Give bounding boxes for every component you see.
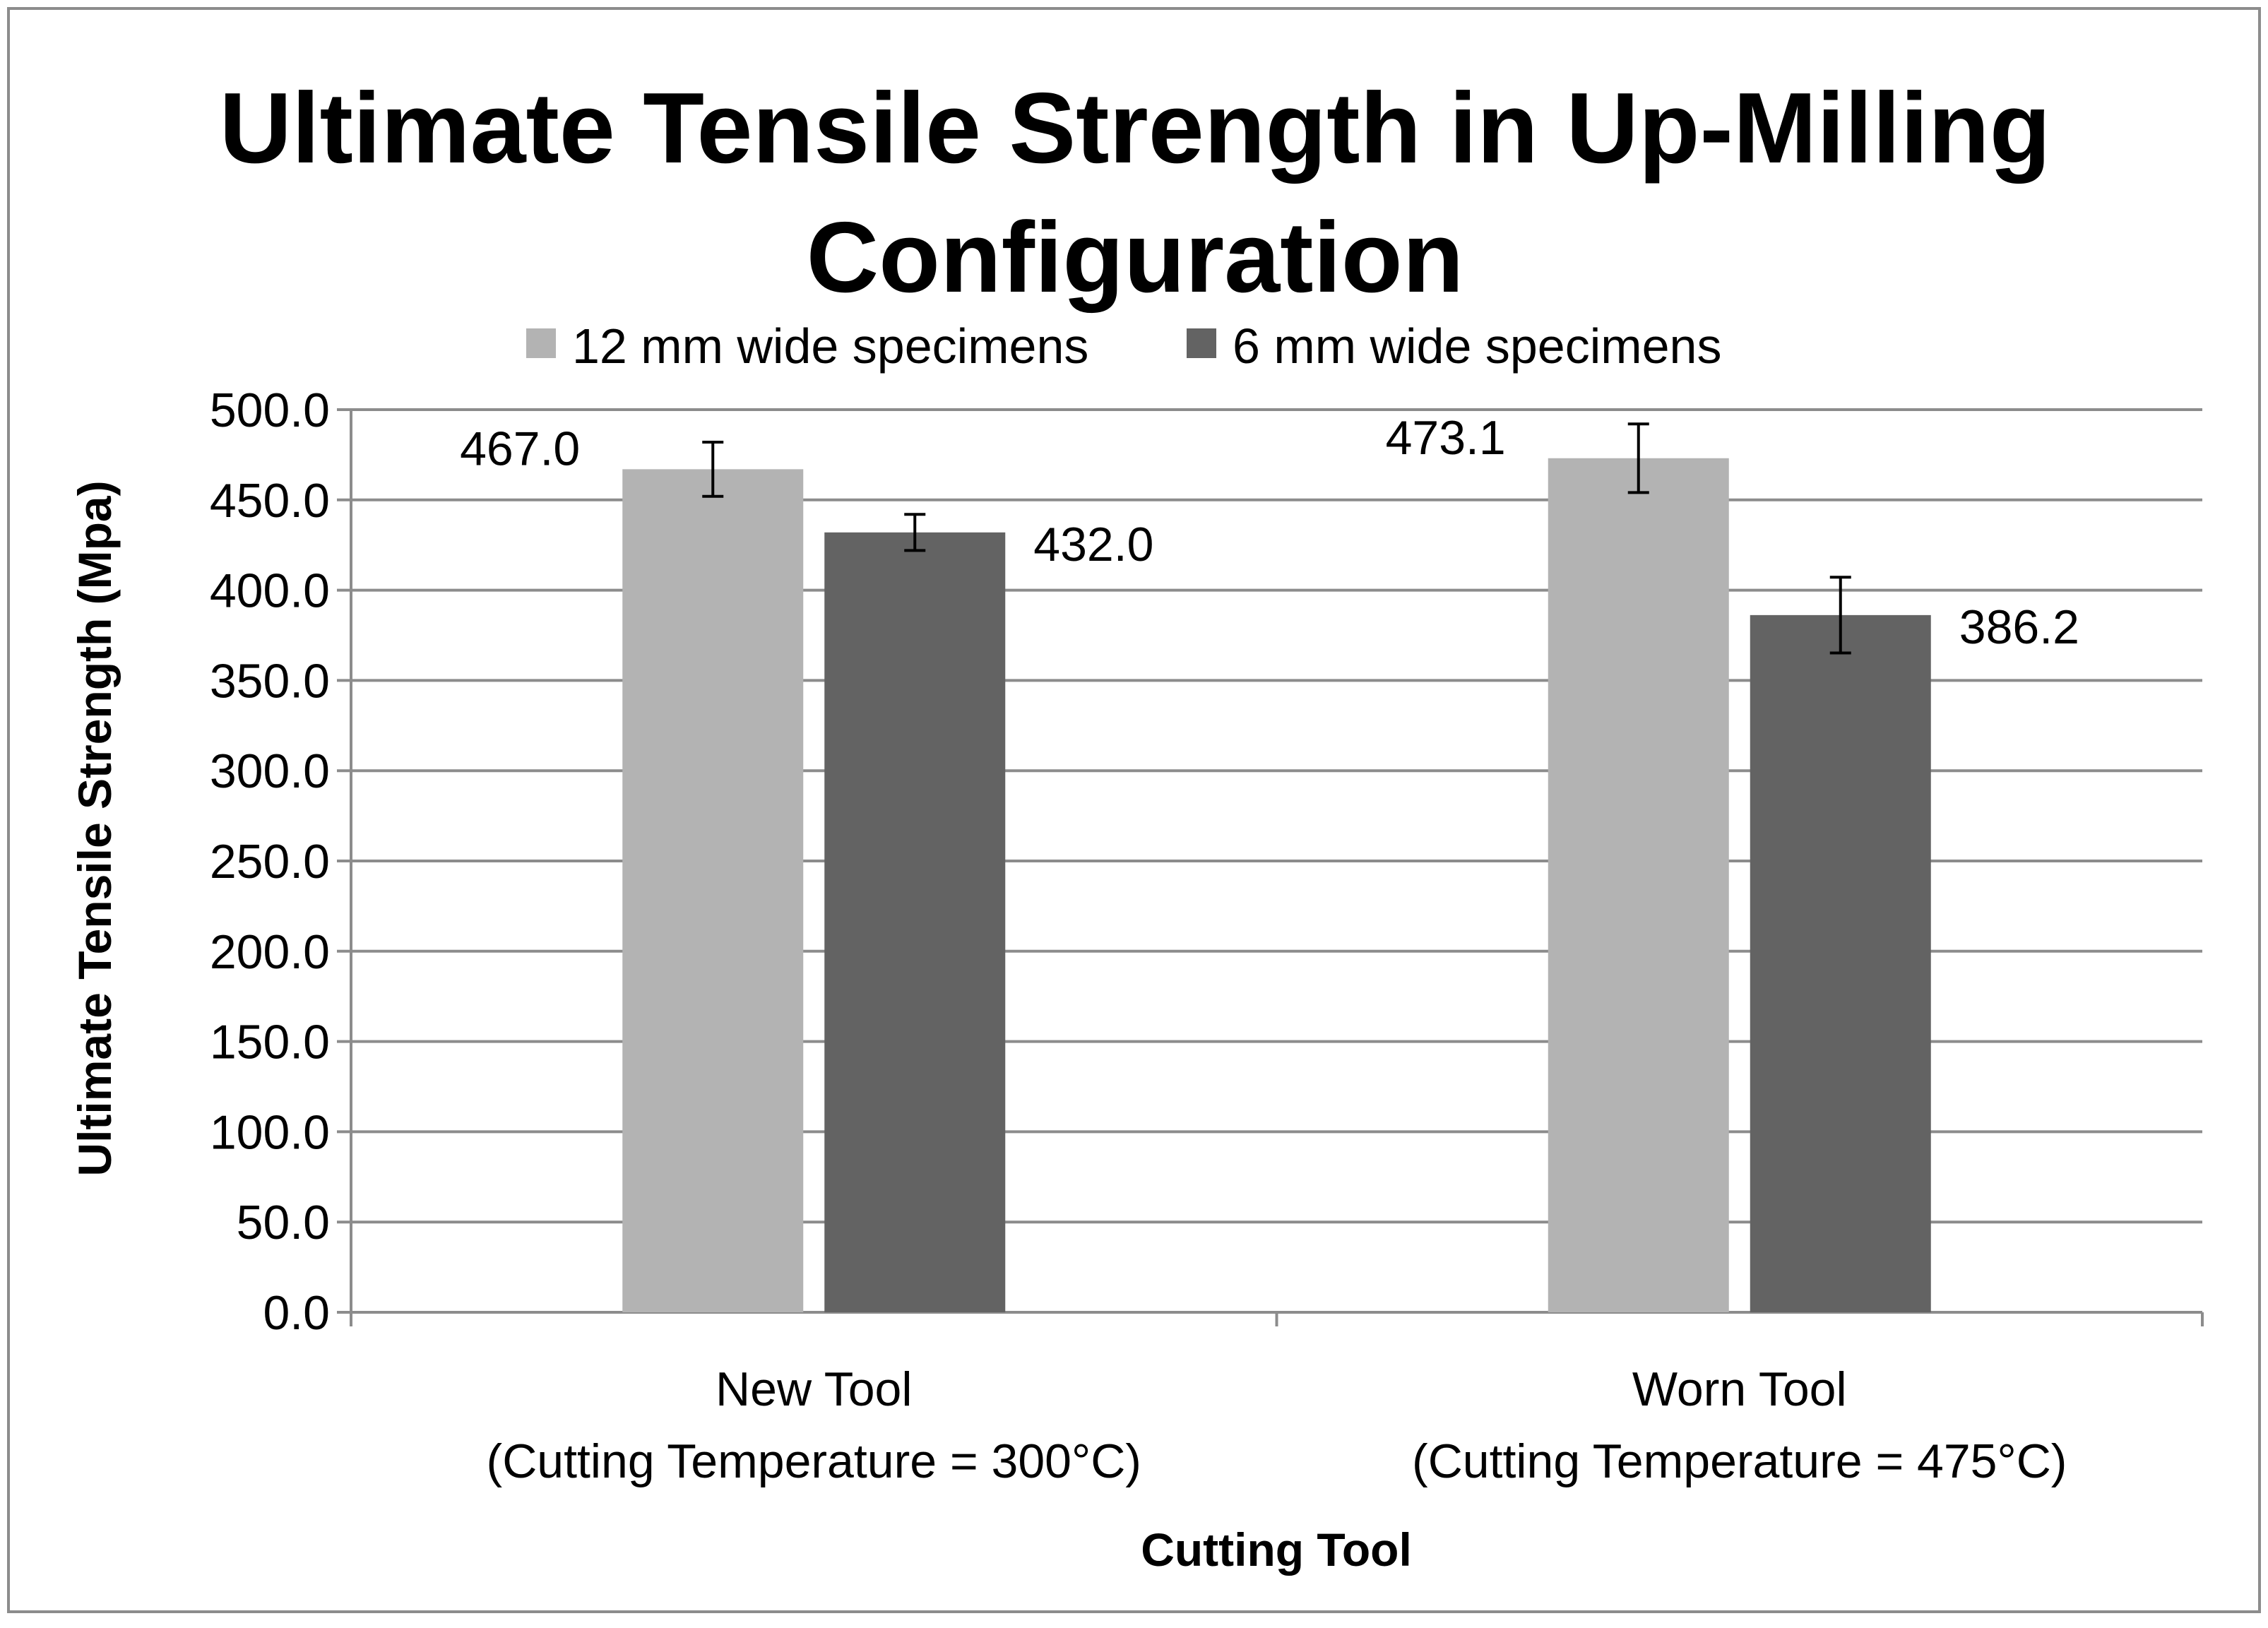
y-tick-label: 100.0 [210,1105,330,1159]
error-bar [702,441,724,498]
y-tick-label: 200.0 [210,925,330,979]
y-tick-label: 50.0 [237,1196,330,1249]
x-category-label: New Tool [716,1362,912,1416]
legend: 12 mm wide specimens 6 mm wide specimens [526,319,1721,374]
bar-12mm-new-tool [622,469,804,1312]
error-bar [1627,422,1649,494]
y-tick-label: 150.0 [210,1016,330,1069]
chart-title-line-1: Ultimate Tensile Strength in Up-Milling [220,72,2051,184]
chart-title-line-2: Configuration [807,201,1464,314]
y-axis-title: Ultimate Tensile Strength (Mpa) [69,480,121,1176]
data-label: 473.1 [1386,411,1506,465]
y-tick-label: 300.0 [210,744,330,798]
y-tick-labels: 0.0 50.0 100.0 150.0 200.0 250.0 300.0 350.0 400… [210,384,330,1340]
bar-12mm-worn-tool [1548,458,1729,1313]
legend-label-12mm: 12 mm wide specimens [572,319,1088,374]
y-tick-label: 500.0 [210,384,330,437]
y-tick-label: 350.0 [210,654,330,708]
legend-swatch-6mm [1187,328,1216,358]
legend-label-6mm: 6 mm wide specimens [1233,319,1721,374]
y-tick-label: 450.0 [210,474,330,528]
x-category-label: (Cutting Temperature = 300°C) [487,1434,1141,1488]
y-tick-label: 250.0 [210,835,330,889]
data-label: 467.0 [460,422,580,475]
error-bar [904,513,926,552]
data-label: 432.0 [1033,518,1153,571]
legend-swatch-12mm [526,328,556,358]
x-category-label: (Cutting Temperature = 475°C) [1412,1434,2067,1488]
bar-6mm-new-tool [824,532,1006,1312]
bars [622,458,1931,1313]
x-axis-title: Cutting Tool [1141,1523,1412,1576]
y-tick-label: 0.0 [263,1286,330,1340]
data-label: 386.2 [1959,600,2079,654]
bar-6mm-worn-tool [1750,614,1931,1312]
y-tick-label: 400.0 [210,564,330,618]
error-bar [1829,576,1851,655]
error-bars [702,422,1851,655]
x-category-labels: New Tool (Cutting Temperature = 300°C) Wor… [487,1362,2067,1488]
data-labels: 467.0 432.0 473.1 386.2 [460,411,2079,654]
x-category-label: Worn Tool [1632,1362,1847,1416]
